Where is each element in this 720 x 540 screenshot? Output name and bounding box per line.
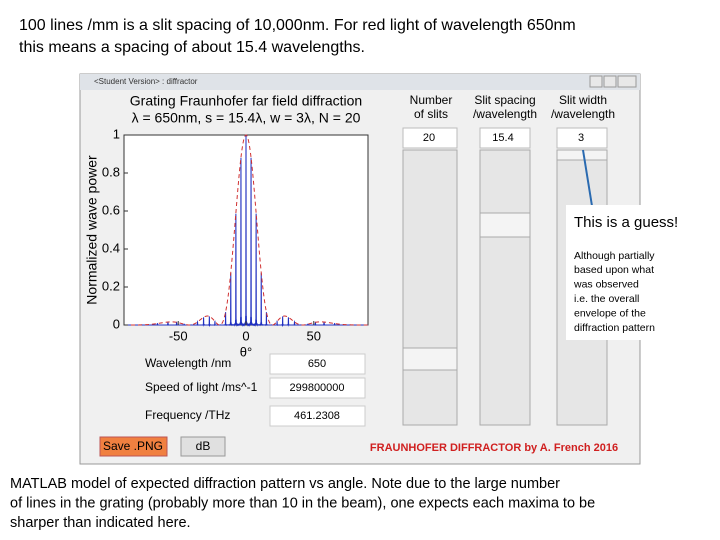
y-tick-label: 0.8 [102,164,120,179]
minimize-button[interactable] [589,75,603,88]
x-tick-label: 50 [307,328,321,343]
slider-thumb[interactable] [402,347,458,371]
field-label: Speed of light /ms^-1 [145,380,258,394]
field-label: Frequency /THz [145,408,230,422]
slider-thumb[interactable] [479,212,531,238]
heading-line: this means a spacing of about 15.4 wavel… [19,39,365,56]
field-label: Wavelength /nm [145,356,231,370]
db-button[interactable] [180,436,226,457]
y-tick-label: 1 [113,126,120,141]
save-button[interactable] [99,436,168,457]
field-value: 299800000 [289,382,344,394]
annotation-title: This is a guess! [574,214,678,231]
field-value: 650 [308,358,326,370]
control-header: Slit width [559,93,607,107]
slider[interactable] [402,149,458,426]
credit: FRAUNHOFER DIFFRACTOR by A. French 2016 [370,442,618,454]
annotation-line: based upon what [574,264,654,276]
slider[interactable] [479,149,531,426]
caption-line: of lines in the grating (probably more t… [10,495,595,511]
maximize-button[interactable] [603,75,617,88]
control-header: of slits [414,107,448,121]
control-header: /wavelength [551,107,615,121]
envelope-curve [124,134,368,326]
y-axis-label: Normalized wave power [84,155,100,305]
arrow [582,149,593,207]
caption-line: sharper than indicated here. [10,515,191,531]
curves [124,134,368,327]
input-field[interactable] [479,127,531,149]
annotation-line: diffraction pattern [574,322,655,334]
annotation-line: Although partially [574,250,655,262]
input-field[interactable] [402,127,458,149]
output-field [269,353,366,375]
control-value: 3 [578,132,584,144]
plot-title: Grating Fraunhofer far field diffraction [130,93,362,109]
close-button[interactable] [617,75,637,88]
annotation-box [566,205,702,340]
caption-line: MATLAB model of expected diffraction pat… [10,476,560,492]
button-label: dB [196,439,211,453]
output-field [269,377,366,399]
x-tick-label: 0 [242,328,249,343]
slider-thumb[interactable] [556,149,608,161]
output-field [269,405,366,427]
control-header: /wavelength [473,107,537,121]
y-tick-label: 0 [113,316,120,331]
control-header: Slit spacing [474,93,535,107]
plot-title: λ = 650nm, s = 15.4λ, w = 3λ, N = 20 [132,110,361,126]
annotation-line: was observed [573,279,639,291]
annotation-line: i.e. the overall [574,293,639,305]
button-label: Save .PNG [103,439,163,453]
x-axis-label: θ° [240,344,252,359]
control-header: Number [410,93,453,107]
y-tick-label: 0.4 [102,240,120,255]
y-tick-label: 0.2 [102,278,120,293]
annotation-line: envelope of the [574,307,646,319]
control-value: 20 [423,132,435,144]
heading-line: 100 lines /mm is a slit spacing of 10,00… [19,17,576,34]
y-tick-label: 0.6 [102,202,120,217]
x-tick-label: -50 [169,328,188,343]
control-value: 15.4 [492,132,513,144]
field-value: 461.2308 [294,410,340,422]
window-title: <Student Version> : diffractor [94,77,198,86]
title-bar [80,74,640,90]
input-field[interactable] [556,127,608,149]
